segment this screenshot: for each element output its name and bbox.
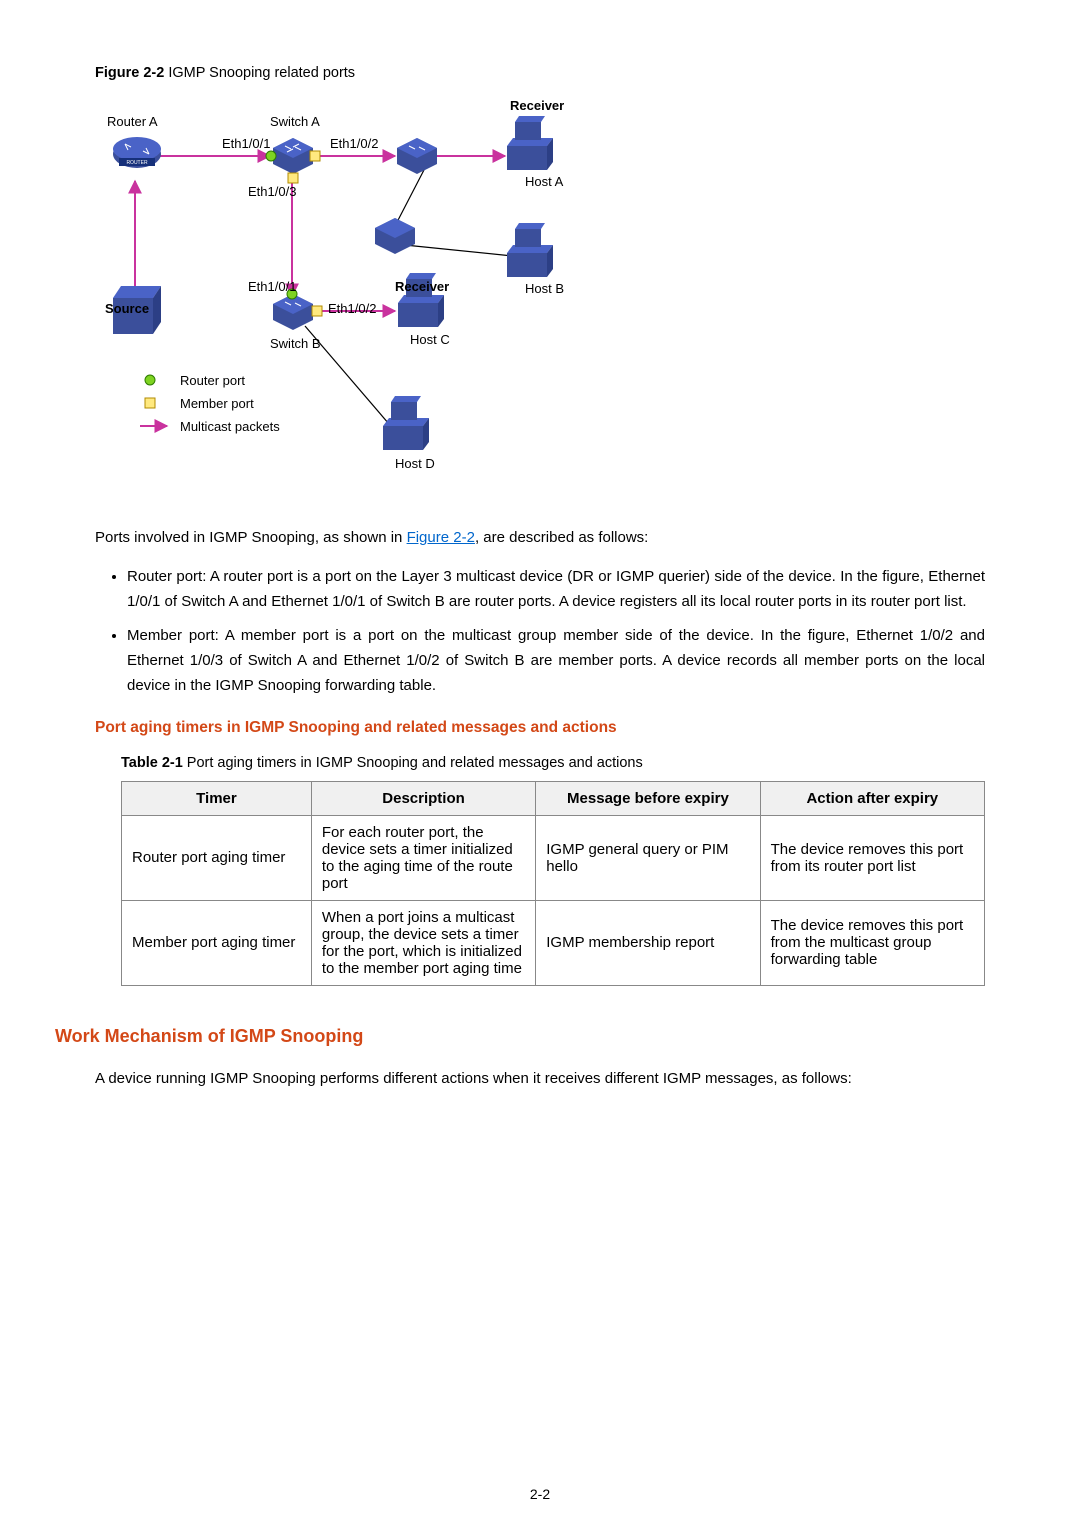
section-heading-1: Port aging timers in IGMP Snooping and r… [95, 719, 985, 737]
table-row: Member port aging timer When a port join… [122, 900, 985, 985]
figure-caption: Figure 2-2 IGMP Snooping related ports [95, 65, 985, 81]
lbl-router-a: Router A [107, 114, 158, 129]
td: For each router port, the device sets a … [311, 815, 535, 900]
td: IGMP membership report [536, 900, 760, 985]
lbl-host-a: Host A [525, 174, 563, 189]
td: IGMP general query or PIM hello [536, 815, 760, 900]
diagram-svg: ROUTER [95, 96, 655, 486]
aging-timers-table: Timer Description Message before expiry … [121, 781, 985, 986]
table-header-row: Timer Description Message before expiry … [122, 781, 985, 815]
th-action: Action after expiry [760, 781, 984, 815]
bullets: Router port: A router port is a port on … [95, 565, 985, 699]
legend-member-port: Member port [180, 396, 254, 411]
section2-para: A device running IGMP Snooping performs … [95, 1067, 985, 1092]
legend-router-port: Router port [180, 373, 245, 388]
lbl-eth102-b: Eth1/0/2 [328, 301, 376, 316]
tbl-caption-bold: Table 2-1 [121, 755, 183, 771]
lbl-switch-b: Switch B [270, 336, 321, 351]
lbl-source: Source [105, 301, 149, 316]
th-msg: Message before expiry [536, 781, 760, 815]
td: The device removes this port from the mu… [760, 900, 984, 985]
lbl-eth103-a: Eth1/0/3 [248, 184, 296, 199]
lbl-host-b: Host B [525, 281, 564, 296]
svg-text:ROUTER: ROUTER [126, 160, 148, 166]
bullet-1: Router port: A router port is a port on … [127, 565, 985, 615]
td: The device removes this port from its ro… [760, 815, 984, 900]
th-desc: Description [311, 781, 535, 815]
lbl-eth101-a: Eth1/0/1 [222, 136, 270, 151]
lbl-receiver-1: Receiver [510, 98, 564, 113]
page-number: 2-2 [0, 1486, 1080, 1502]
table-caption: Table 2-1 Port aging timers in IGMP Snoo… [121, 755, 985, 771]
lbl-switch-a: Switch A [270, 114, 320, 129]
lbl-host-c: Host C [410, 332, 450, 347]
intro-after: , are described as follows: [475, 529, 648, 546]
th-timer: Timer [122, 781, 312, 815]
td: Member port aging timer [122, 900, 312, 985]
tbl-caption-rest: Port aging timers in IGMP Snooping and r… [183, 755, 643, 771]
lbl-eth102-a: Eth1/0/2 [330, 136, 378, 151]
bullet-2: Member port: A member port is a port on … [127, 624, 985, 698]
intro-before: Ports involved in IGMP Snooping, as show… [95, 529, 407, 546]
legend-multicast: Multicast packets [180, 419, 280, 434]
intro-para: Ports involved in IGMP Snooping, as show… [95, 526, 985, 551]
lbl-eth101-b: Eth1/0/1 [248, 279, 296, 294]
table-row: Router port aging timer For each router … [122, 815, 985, 900]
lbl-receiver-2: Receiver [395, 279, 449, 294]
fig-caption-rest: IGMP Snooping related ports [164, 65, 355, 81]
figure-link[interactable]: Figure 2-2 [407, 529, 475, 546]
lbl-host-d: Host D [395, 456, 435, 471]
td: When a port joins a multicast group, the… [311, 900, 535, 985]
td: Router port aging timer [122, 815, 312, 900]
fig-caption-bold: Figure 2-2 [95, 65, 164, 81]
igmp-diagram: ROUTER [95, 96, 655, 486]
section-heading-2: Work Mechanism of IGMP Snooping [55, 1026, 985, 1047]
